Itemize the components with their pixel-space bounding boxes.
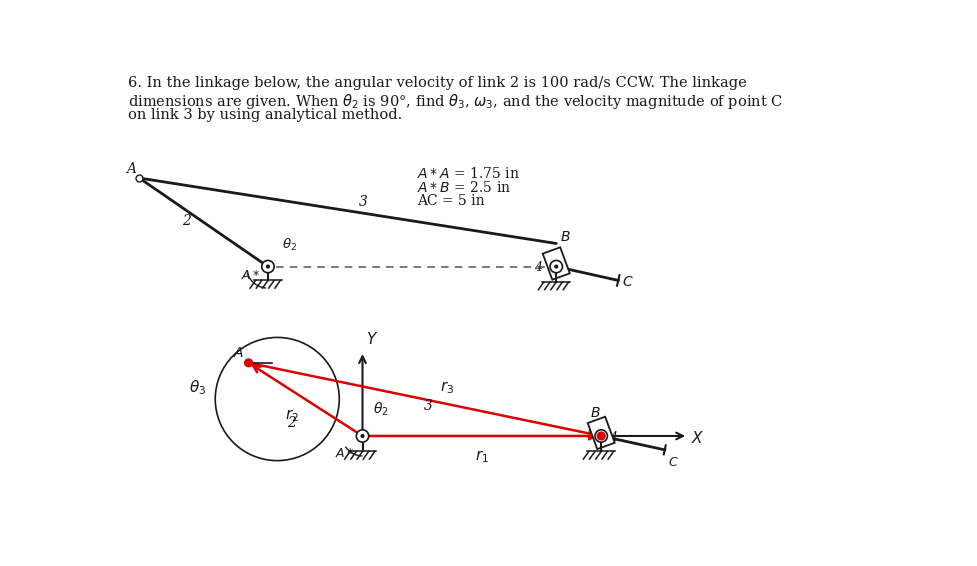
Circle shape (599, 435, 602, 438)
Text: $\theta_2$: $\theta_2$ (281, 237, 297, 253)
Text: 6. In the linkage below, the angular velocity of link 2 is 100 rad/s CCW. The li: 6. In the linkage below, the angular vel… (128, 76, 746, 89)
Text: 2: 2 (287, 417, 296, 430)
Text: 2: 2 (182, 214, 191, 228)
Circle shape (549, 260, 562, 273)
Text: $B$: $B$ (589, 406, 600, 420)
Text: $A*B$ = 2.5 in: $A*B$ = 2.5 in (416, 181, 510, 195)
Text: $X$: $X$ (691, 430, 703, 445)
Circle shape (262, 260, 274, 273)
Text: AC = 5 in: AC = 5 in (416, 194, 484, 208)
Circle shape (244, 359, 252, 367)
Text: $B$: $B$ (560, 230, 571, 245)
Polygon shape (542, 247, 570, 280)
Text: $A*$: $A*$ (335, 447, 355, 460)
Text: $r_1$: $r_1$ (475, 448, 488, 465)
Text: dimensions are given. When $\theta_2$ is 90°, find $\theta_3$, $\omega_3$, and t: dimensions are given. When $\theta_2$ is… (128, 92, 783, 111)
Text: $Y$: $Y$ (366, 332, 378, 348)
Text: A: A (126, 162, 136, 177)
Circle shape (361, 435, 363, 438)
Text: $C$: $C$ (621, 275, 633, 289)
Text: 3: 3 (359, 195, 367, 208)
Text: $\theta_2$: $\theta_2$ (373, 401, 389, 418)
Circle shape (554, 265, 557, 268)
Text: $A*A$ = 1.75 in: $A*A$ = 1.75 in (416, 166, 519, 182)
Circle shape (356, 430, 368, 442)
Text: $\theta_3$: $\theta_3$ (189, 378, 206, 397)
Polygon shape (587, 417, 615, 449)
Text: 3: 3 (424, 398, 433, 413)
Text: 4: 4 (609, 431, 616, 444)
Text: on link 3 by using analytical method.: on link 3 by using analytical method. (128, 108, 403, 122)
Circle shape (594, 430, 607, 442)
Circle shape (597, 432, 605, 440)
Text: 4: 4 (533, 261, 541, 274)
Text: $C$: $C$ (667, 456, 678, 469)
Text: $r_3$: $r_3$ (440, 380, 454, 396)
Text: $A*$: $A*$ (240, 269, 260, 282)
Text: $r_2$: $r_2$ (285, 407, 299, 424)
Circle shape (267, 265, 269, 268)
Text: $A$: $A$ (234, 346, 244, 360)
